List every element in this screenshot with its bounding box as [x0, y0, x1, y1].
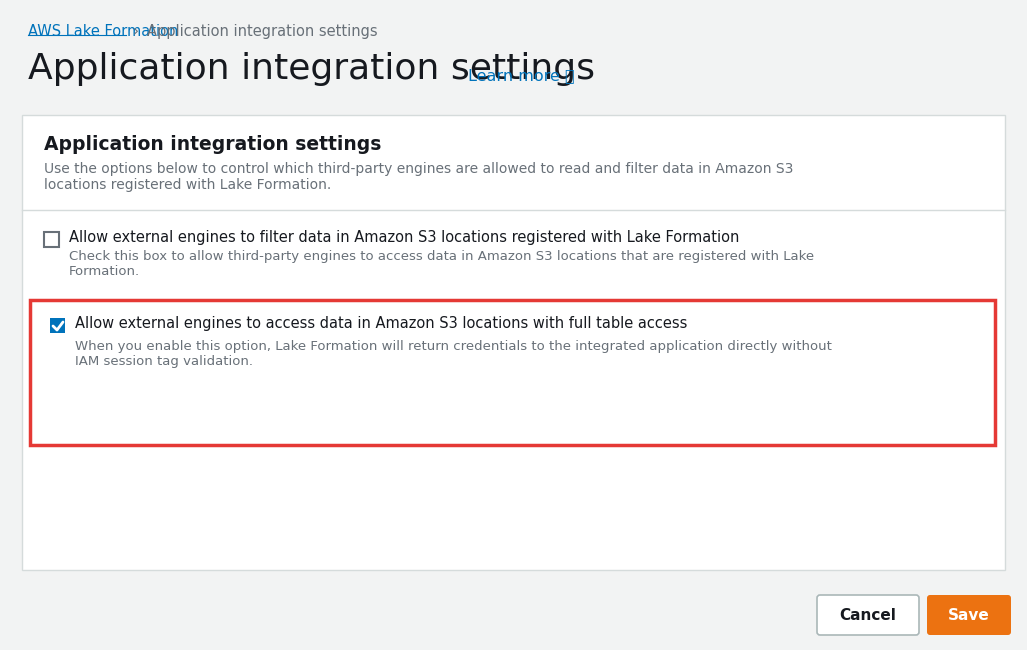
Text: ›: ›	[134, 24, 139, 39]
Text: Formation.: Formation.	[69, 265, 140, 278]
Text: IAM session tag validation.: IAM session tag validation.	[75, 355, 253, 368]
Text: Application integration settings: Application integration settings	[147, 24, 378, 39]
FancyBboxPatch shape	[22, 115, 1005, 570]
Bar	[44, 232, 59, 247]
Text: Save: Save	[948, 608, 990, 623]
Text: Check this box to allow third-party engines to access data in Amazon S3 location: Check this box to allow third-party engi…	[69, 250, 814, 263]
Text: Cancel: Cancel	[839, 608, 897, 623]
Text: Allow external engines to access data in Amazon S3 locations with full table acc: Allow external engines to access data in…	[75, 316, 687, 331]
Text: Allow external engines to filter data in Amazon S3 locations registered with Lak: Allow external engines to filter data in…	[69, 230, 739, 245]
Text: AWS Lake Formation: AWS Lake Formation	[28, 24, 179, 39]
FancyBboxPatch shape	[30, 300, 995, 445]
FancyBboxPatch shape	[817, 595, 919, 635]
Text: Learn more ⧉: Learn more ⧉	[468, 68, 575, 83]
FancyBboxPatch shape	[927, 595, 1011, 635]
Text: locations registered with Lake Formation.: locations registered with Lake Formation…	[44, 178, 332, 192]
Text: Application integration settings: Application integration settings	[28, 52, 595, 86]
Bar	[50, 318, 65, 333]
Text: When you enable this option, Lake Formation will return credentials to the integ: When you enable this option, Lake Format…	[75, 340, 832, 353]
Text: Use the options below to control which third-party engines are allowed to read a: Use the options below to control which t…	[44, 162, 794, 176]
Text: Application integration settings: Application integration settings	[44, 135, 381, 154]
